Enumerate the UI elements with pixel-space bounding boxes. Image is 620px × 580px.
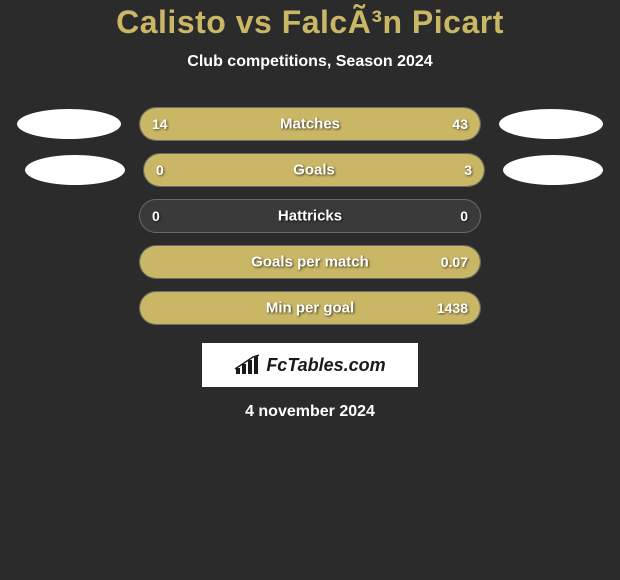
stat-label: Goals per match — [251, 254, 369, 271]
bar-chart-icon — [234, 354, 260, 376]
player-right-avatar[interactable] — [503, 155, 603, 185]
fctables-logo[interactable]: FcTables.com — [202, 343, 418, 387]
stat-value-right: 0 — [460, 208, 468, 224]
stat-row: 14 43 Matches — [0, 107, 620, 141]
player-left-avatar[interactable] — [17, 109, 121, 139]
stat-row: 0.07 Goals per match — [0, 245, 620, 279]
stat-bar: 14 43 Matches — [139, 107, 481, 141]
stat-label: Goals — [293, 162, 335, 179]
page-title: Calisto vs FalcÃ³n Picart — [116, 4, 504, 41]
stat-bar: 1438 Min per goal — [139, 291, 481, 325]
generated-date: 4 november 2024 — [245, 403, 375, 421]
stat-row: 0 3 Goals — [0, 153, 620, 187]
stat-value-right: 3 — [464, 162, 472, 178]
stat-value-left: 14 — [152, 116, 168, 132]
stat-label: Hattricks — [278, 208, 342, 225]
comparison-widget: Calisto vs FalcÃ³n Picart Club competiti… — [0, 0, 620, 421]
avatar-placeholder — [17, 247, 121, 277]
stat-value-right: 43 — [452, 116, 468, 132]
stat-value-left: 0 — [152, 208, 160, 224]
avatar-placeholder — [17, 293, 121, 323]
avatar-placeholder — [17, 201, 121, 231]
subtitle: Club competitions, Season 2024 — [187, 53, 432, 71]
avatar-placeholder — [499, 201, 603, 231]
stat-bar: 0 3 Goals — [143, 153, 485, 187]
logo-text: FcTables.com — [266, 355, 385, 376]
stat-label: Min per goal — [266, 300, 354, 317]
stat-bar: 0 0 Hattricks — [139, 199, 481, 233]
player-left-avatar[interactable] — [25, 155, 125, 185]
stats-area: 14 43 Matches 0 3 Goals 0 0 Hattricks 0.07 Goals p… — [0, 107, 620, 325]
stat-value-left: 0 — [156, 162, 164, 178]
stat-value-right: 1438 — [437, 300, 468, 316]
stat-bar: 0.07 Goals per match — [139, 245, 481, 279]
fill-right — [224, 108, 480, 140]
stat-value-right: 0.07 — [441, 254, 468, 270]
avatar-placeholder — [499, 293, 603, 323]
stat-row: 1438 Min per goal — [0, 291, 620, 325]
player-right-avatar[interactable] — [499, 109, 603, 139]
stat-label: Matches — [280, 116, 340, 133]
stat-row: 0 0 Hattricks — [0, 199, 620, 233]
avatar-placeholder — [499, 247, 603, 277]
